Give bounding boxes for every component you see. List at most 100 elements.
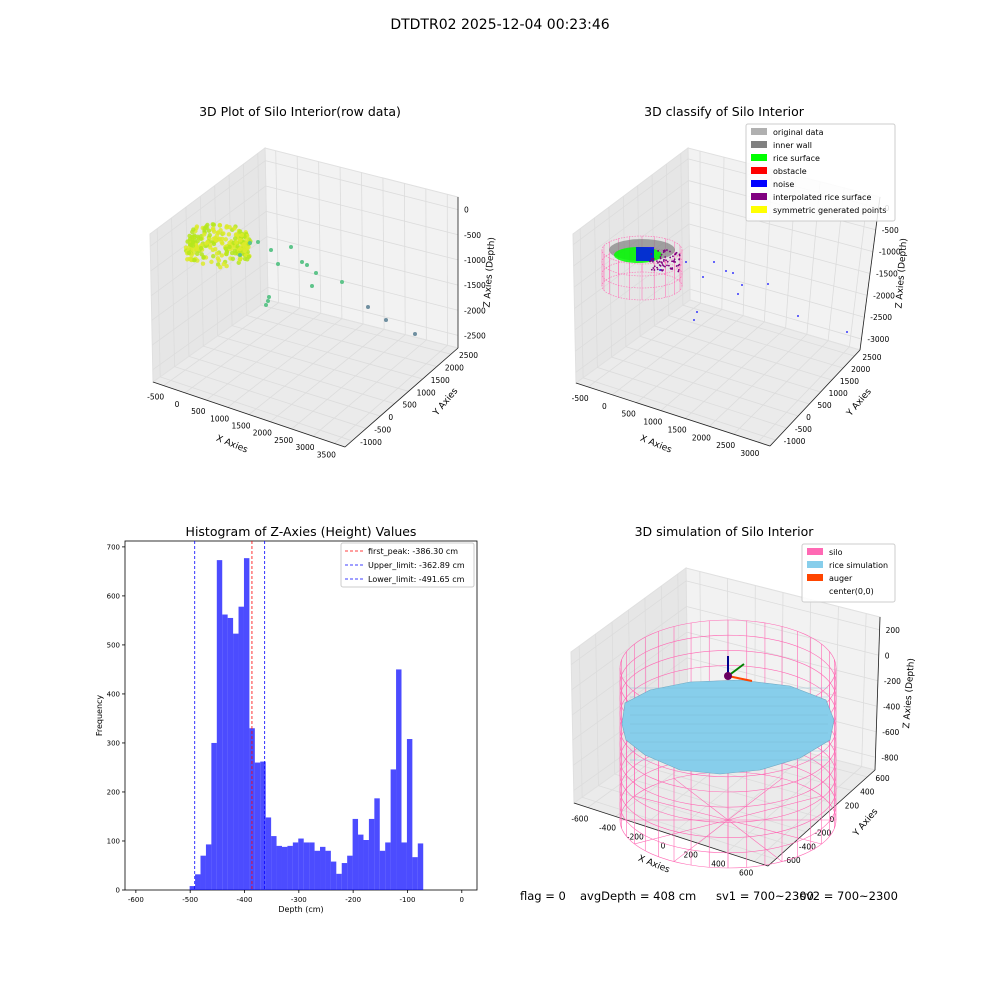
- y-tick-label: 0: [806, 413, 811, 422]
- data-point: [340, 280, 344, 284]
- panel-classify: 3D classify of Silo Interior -500 0 500 1000…: [572, 104, 910, 458]
- z-tick-label: -2000: [873, 291, 895, 300]
- grid-line: [275, 150, 279, 303]
- interpolated-point: [662, 251, 665, 254]
- data-point: [227, 240, 232, 246]
- interpolated-point: [650, 268, 653, 271]
- interpolated-point: [663, 258, 665, 261]
- y-tick-label: -400: [799, 842, 816, 851]
- data-point: [206, 228, 212, 233]
- y-tick-label: -200: [814, 829, 831, 838]
- interpolated-point: [666, 264, 668, 267]
- data-point: [314, 271, 318, 275]
- noise-point: [741, 284, 743, 286]
- data-point: [256, 240, 260, 244]
- grid-line: [318, 161, 322, 314]
- grid-line: [686, 631, 879, 682]
- histogram-bar: [330, 861, 337, 890]
- data-point: [224, 251, 229, 257]
- x-tick-label: 3000: [295, 443, 314, 452]
- grid-line: [654, 325, 832, 381]
- grid-line: [231, 325, 423, 380]
- x-tick-label: -400: [599, 824, 616, 833]
- z-axis-label: Z Axies (Depth): [895, 238, 910, 309]
- z-tick-label: -800: [881, 753, 898, 762]
- interpolated-point: [658, 264, 661, 266]
- grid-line: [248, 323, 364, 415]
- noise-point: [737, 293, 739, 295]
- x-tick-label: -200: [627, 833, 644, 842]
- panel-histogram: Histogram of Z-Axies (Height) Values -600…: [95, 524, 478, 914]
- grid-line: [152, 261, 268, 346]
- y-axis-label: Frequency: [95, 695, 104, 737]
- grid-line: [266, 210, 459, 261]
- grid-line: [575, 267, 690, 352]
- y-tick-label: -600: [784, 856, 801, 865]
- grid-line: [574, 223, 690, 309]
- x-tick-label: 2500: [274, 436, 293, 445]
- histogram-bar: [314, 850, 321, 890]
- histogram-bar: [281, 846, 288, 890]
- data-point: [210, 222, 215, 227]
- legend-swatch: [751, 180, 767, 187]
- legend-swatch: [751, 154, 767, 161]
- x-axis-line: [575, 382, 771, 447]
- histogram-bar: [325, 850, 331, 890]
- x-axis-label: X Axies: [638, 434, 673, 456]
- data-point: [242, 244, 247, 249]
- z-axis-line: [874, 616, 881, 771]
- z-axis-label: Z Axies (Depth): [483, 237, 498, 308]
- interpolated-point: [669, 256, 672, 259]
- grid-line: [689, 288, 862, 340]
- x-tick-label: 2000: [692, 433, 711, 442]
- histogram-bar: [379, 850, 386, 890]
- interpolated-point: [678, 263, 681, 266]
- grid-line: [291, 334, 406, 430]
- interpolated-point: [664, 250, 666, 252]
- z-tick-label: -1000: [879, 248, 901, 257]
- grid-line: [160, 376, 353, 442]
- grid-line: [425, 188, 427, 341]
- grid-line: [267, 261, 459, 311]
- data-point: [200, 261, 206, 266]
- z-tick-label: 200: [886, 626, 901, 635]
- histogram-bar: [227, 617, 234, 890]
- histogram-bar: [205, 844, 212, 890]
- y-tick-label: 700: [107, 543, 120, 551]
- data-point: [232, 226, 237, 231]
- histogram-bar: [233, 633, 239, 890]
- interpolated-point: [656, 266, 658, 269]
- x-tick-label: 2500: [716, 441, 735, 450]
- legend-swatch: [807, 574, 823, 581]
- data-point: [209, 259, 214, 265]
- data-point: [192, 233, 197, 238]
- interpolated-point: [667, 264, 670, 267]
- grid-line: [156, 228, 161, 377]
- data-point: [186, 250, 192, 256]
- legend: [340, 542, 475, 588]
- legend-swatch: [807, 548, 823, 555]
- z-tick-label: -200: [884, 677, 901, 686]
- histogram-bar: [352, 818, 359, 890]
- silo-wire: [727, 778, 783, 821]
- x-tick-label: 500: [191, 407, 206, 416]
- interpolated-point: [675, 251, 678, 254]
- grid-line: [611, 621, 616, 775]
- interpolated-point: [670, 268, 672, 270]
- grid-line: [382, 177, 385, 330]
- histogram-bar: [363, 840, 369, 890]
- y-tick-label: 1000: [829, 389, 848, 398]
- status-sv2: sv2 = 700~2300: [800, 889, 898, 903]
- grid-line: [614, 773, 807, 833]
- histogram-bar: [211, 742, 217, 890]
- legend-label: obstacle: [773, 167, 807, 176]
- grid-line: [403, 183, 406, 335]
- interpolated-point: [677, 270, 680, 273]
- noise-point: [732, 272, 734, 274]
- grid-line: [575, 288, 691, 373]
- histogram-bar: [385, 842, 391, 890]
- legend-swatch: [751, 193, 767, 200]
- x-axis-label: Depth (cm): [278, 905, 323, 914]
- data-point: [226, 232, 232, 237]
- noise-point: [767, 283, 769, 285]
